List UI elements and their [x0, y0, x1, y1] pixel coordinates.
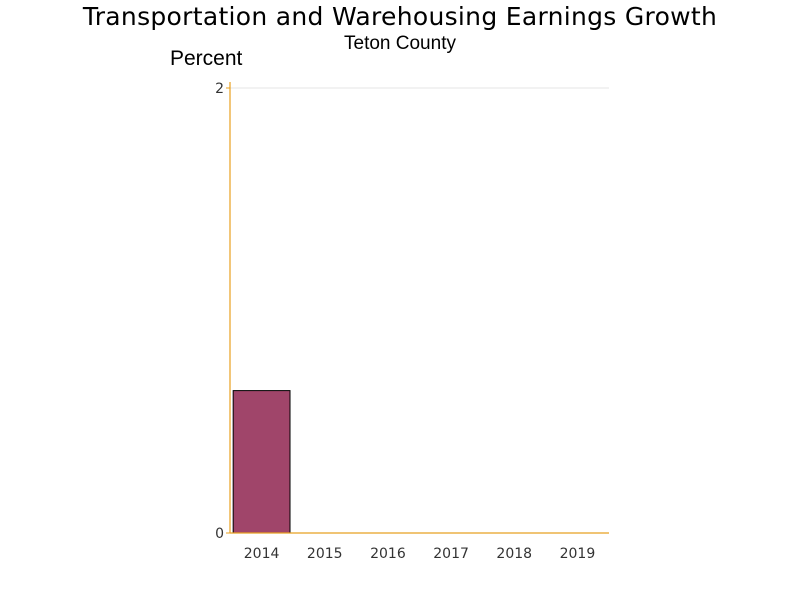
- x-tick-label: 2015: [307, 546, 343, 562]
- x-tick-label: 2016: [370, 546, 406, 562]
- x-tick-label: 2017: [433, 546, 469, 562]
- y-tick-label: 2: [215, 81, 224, 97]
- x-tick-label: 2014: [244, 546, 280, 562]
- bar-2014: [232, 390, 291, 534]
- x-tick-label: 2018: [496, 546, 532, 562]
- tick-layer: 0 2 2014 2015 2016 2017 2018 2019: [215, 81, 595, 562]
- y-tick-label: 0: [215, 526, 224, 542]
- axis-layer: [229, 82, 609, 534]
- y-axis-label: Percent: [170, 47, 243, 70]
- bar-layer: [232, 390, 291, 534]
- x-tick-label: 2019: [560, 546, 596, 562]
- chart-subtitle: Teton County: [344, 33, 456, 54]
- chart-title: Transportation and Warehousing Earnings …: [82, 2, 718, 31]
